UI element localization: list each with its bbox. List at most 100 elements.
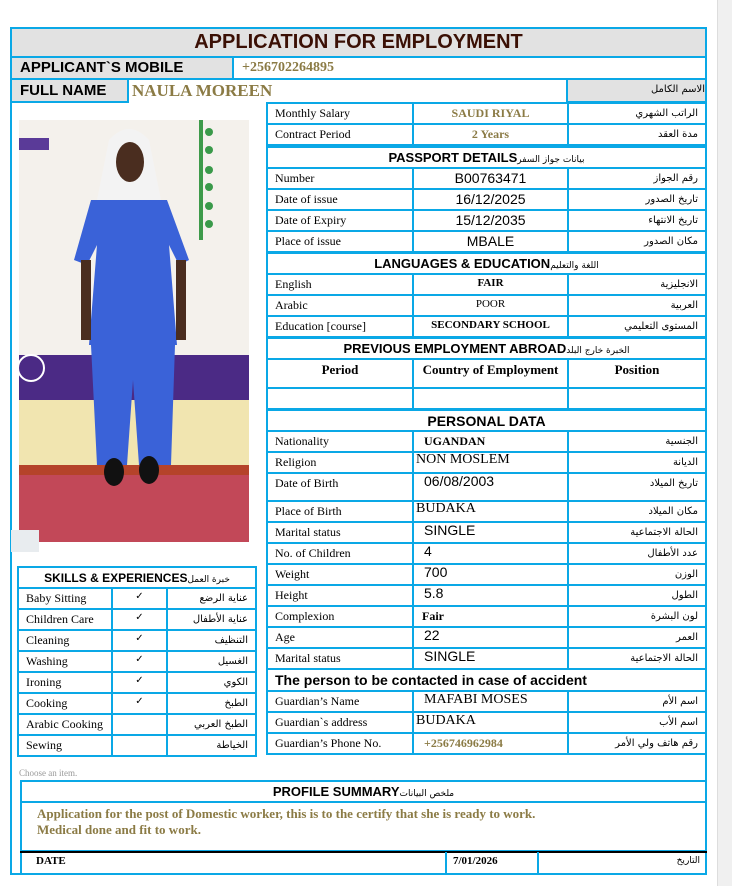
column-header-1: Country of Employment	[412, 358, 569, 389]
previous-employment-cell[interactable]	[567, 387, 707, 410]
weight-arabic-label: الوزن	[567, 563, 707, 586]
guardian-phone-arabic-label: رقم هاتف ولي الأمر	[567, 732, 707, 755]
religion-value[interactable]: NON MOSLEM	[412, 451, 569, 474]
skill-checkmark[interactable]: ✓	[111, 608, 168, 631]
marital-status-arabic-label: الحالة الاجتماعية	[567, 521, 707, 544]
full-name-label: FULL NAME	[10, 78, 129, 103]
skill-label: Arabic Cooking	[17, 713, 113, 736]
skill-checkmark[interactable]: ✓	[111, 692, 168, 715]
previous-employment-cell[interactable]	[412, 387, 569, 410]
emergency-contact-header: The person to be contacted in case of ac…	[266, 668, 707, 692]
contract-period-arabic-label: مدة العقد	[567, 123, 707, 146]
skill-checkmark[interactable]	[111, 713, 168, 736]
weight-value[interactable]: 700	[412, 563, 569, 586]
passport-place-of-issue-value[interactable]: MBALE	[412, 230, 569, 253]
nationality-arabic-label: الجنسية	[567, 430, 707, 453]
divider	[537, 852, 539, 874]
weight-label: Weight	[266, 563, 414, 586]
children-arabic-label: عدد الأطفال	[567, 542, 707, 565]
complexion-label: Complexion	[266, 605, 414, 628]
guardian-name-value[interactable]: MAFABI MOSES	[412, 690, 569, 713]
profile-summary-line-2: Medical done and fit to work.	[37, 822, 201, 837]
skill-label: Children Care	[17, 608, 113, 631]
nationality-value[interactable]: UGANDAN	[412, 430, 569, 453]
place-of-birth-arabic-label: مكان الميلاد	[567, 500, 707, 523]
guardian-phone-value[interactable]: +256746962984	[412, 732, 569, 755]
profile-summary-text[interactable]: Application for the post of Domestic wor…	[20, 801, 707, 852]
personal-data-header: PERSONAL DATA	[266, 409, 707, 432]
passport-date-of-expiry-value[interactable]: 15/12/2035	[412, 209, 569, 232]
previous-employment-header: PREVIOUS EMPLOYMENT ABROADالخبرة خارج ال…	[266, 337, 707, 360]
section-title: PREVIOUS EMPLOYMENT ABROAD	[343, 341, 567, 356]
section-title: The person to be contacted in case of ac…	[275, 672, 587, 688]
section-title-arabic: خبرة العمل	[187, 575, 230, 585]
children-label: No. of Children	[266, 542, 414, 565]
contract-period-label: Contract Period	[266, 123, 414, 146]
section-title: PERSONAL DATA	[427, 413, 546, 429]
complexion-value[interactable]: Fair	[412, 605, 569, 628]
passport-details-header: PASSPORT DETAILSبيانات جواز السفر	[266, 146, 707, 169]
full-name-arabic-label: الاسم الكامل	[566, 78, 707, 103]
passport-number-value[interactable]: B00763471	[412, 167, 569, 190]
full-name-value[interactable]: NAULA MOREEN	[132, 81, 273, 100]
marital-status-value[interactable]: SINGLE	[412, 521, 569, 544]
age-value[interactable]: 22	[412, 626, 569, 649]
nationality-label: Nationality	[266, 430, 414, 453]
skill-checkmark[interactable]: ✓	[111, 650, 168, 673]
place-of-birth-value[interactable]: BUDAKA	[412, 500, 569, 523]
profile-summary-title: PROFILE SUMMARY	[272, 784, 400, 799]
language-arabic-value[interactable]: POOR	[412, 294, 569, 317]
passport-date-of-issue-label: Date of issue	[266, 188, 414, 211]
language-education-arabic-label: المستوى التعليمي	[567, 315, 707, 338]
language-arabic-label: Arabic	[266, 294, 414, 317]
guardian-address-value[interactable]: BUDAKA	[412, 711, 569, 734]
guardian-name-arabic-label: اسم الأم	[567, 690, 707, 713]
date-divider	[20, 851, 707, 853]
skill-label: Ironing	[17, 671, 113, 694]
mobile-value[interactable]: +256702264895	[232, 56, 707, 80]
monthly-salary-value[interactable]: SAUDI RIYAL	[412, 102, 569, 125]
date-of-birth-value[interactable]: 06/08/2003	[412, 472, 569, 502]
skill-arabic-label: الغسيل	[166, 650, 257, 673]
skill-label: Cleaning	[17, 629, 113, 652]
language-arabic-arabic-label: العربية	[567, 294, 707, 317]
section-title: PASSPORT DETAILS	[388, 150, 518, 165]
language-english-value[interactable]: FAIR	[412, 273, 569, 296]
skill-label: Washing	[17, 650, 113, 673]
skill-checkmark[interactable]: ✓	[111, 587, 168, 610]
passport-number-label: Number	[266, 167, 414, 190]
passport-date-of-issue-arabic-label: تاريخ الصدور	[567, 188, 707, 211]
previous-employment-cell[interactable]	[266, 387, 414, 410]
passport-date-of-issue-value[interactable]: 16/12/2025	[412, 188, 569, 211]
marital-status-2-value[interactable]: SINGLE	[412, 647, 569, 670]
language-english-label: English	[266, 273, 414, 296]
marital-status-2-label: Marital status	[266, 647, 414, 670]
section-title: SKILLS & EXPERIENCES	[44, 571, 188, 585]
guardian-address-label: Guardian`s address	[266, 711, 414, 734]
language-english-arabic-label: الانجليزية	[567, 273, 707, 296]
date-of-birth-label: Date of Birth	[266, 472, 414, 502]
skill-checkmark[interactable]	[111, 734, 168, 757]
monthly-salary-arabic-label: الراتب الشهري	[567, 102, 707, 125]
scrollbar[interactable]	[717, 0, 732, 886]
marital-status-2-arabic-label: الحالة الاجتماعية	[567, 647, 707, 670]
skill-arabic-label: الطبخ العربي	[166, 713, 257, 736]
date-value[interactable]: 7/01/2026	[453, 855, 498, 867]
form-title: APPLICATION FOR EMPLOYMENT	[10, 27, 707, 58]
language-education-label: Education [course]	[266, 315, 414, 338]
marital-status-label: Marital status	[266, 521, 414, 544]
age-label: Age	[266, 626, 414, 649]
skill-checkmark[interactable]: ✓	[111, 629, 168, 652]
children-value[interactable]: 4	[412, 542, 569, 565]
contract-period-value[interactable]: 2 Years	[412, 123, 569, 146]
skill-checkmark[interactable]: ✓	[111, 671, 168, 694]
date-label: DATE	[36, 855, 66, 867]
height-value[interactable]: 5.8	[412, 584, 569, 607]
profile-summary-line-1: Application for the post of Domestic wor…	[37, 806, 536, 821]
section-title-arabic: الخبرة خارج البلد	[566, 346, 630, 356]
monthly-salary-label: Monthly Salary	[266, 102, 414, 125]
language-education-value[interactable]: SECONDARY SCHOOL	[412, 315, 569, 338]
choose-item-dropdown[interactable]: Choose an item.	[19, 768, 78, 778]
divider	[445, 852, 447, 874]
section-title-arabic: اللغة والتعليم	[550, 261, 599, 271]
